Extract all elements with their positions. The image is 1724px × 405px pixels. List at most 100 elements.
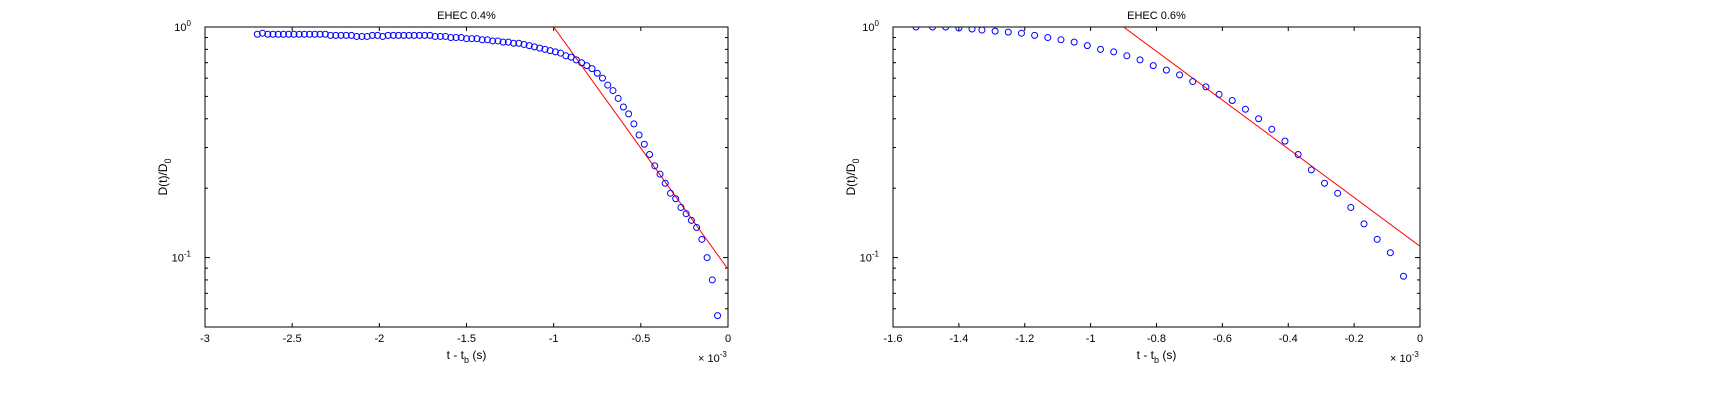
plot-frame (204, 26, 729, 328)
data-point (259, 29, 267, 37)
data-point (347, 31, 355, 39)
data-point (1360, 220, 1368, 228)
data-point (1110, 48, 1118, 56)
data-point (463, 35, 470, 43)
data-point (703, 254, 711, 262)
x-axis-multiplier: × 10-3 (1390, 350, 1419, 365)
data-point (447, 34, 455, 42)
data-point (489, 37, 497, 45)
data-point (327, 31, 335, 39)
data-point (300, 30, 308, 38)
data-point (578, 59, 586, 67)
x-tick-label: -0.2 (1345, 333, 1364, 345)
data-point (646, 150, 654, 158)
data-point (316, 30, 324, 38)
data-point (1070, 38, 1078, 46)
data-point (651, 162, 659, 170)
data-point (978, 27, 986, 34)
data-point (1017, 29, 1025, 37)
data-point (546, 47, 554, 55)
data-point (1400, 272, 1408, 280)
x-tick-label: -1 (1086, 333, 1096, 345)
x-tick-label: -1.5 (457, 333, 476, 345)
data-point (1241, 105, 1249, 113)
data-point (1044, 34, 1052, 42)
data-point (436, 32, 444, 40)
data-point (551, 48, 559, 56)
data-point (473, 35, 481, 43)
y-axis-label: D(t)/D0 (156, 158, 173, 195)
data-point (478, 36, 486, 44)
data-point (431, 32, 439, 40)
data-point (525, 42, 533, 50)
data-point (1268, 125, 1276, 133)
data-point (274, 30, 282, 38)
data-point (541, 45, 549, 53)
plot-area (912, 27, 1420, 280)
data-point (912, 27, 920, 31)
x-tick-label: -1.4 (949, 333, 968, 345)
data-point (1334, 189, 1342, 197)
data-point (656, 170, 664, 178)
data-point (358, 32, 366, 40)
data-point (285, 30, 293, 38)
data-point (572, 56, 580, 64)
data-point (619, 103, 627, 111)
x-axis-label: t - tb (s) (447, 348, 487, 365)
data-point (363, 32, 371, 40)
chart-panel-2: -1.6 -1.4 -1.2 -1 -0.8 -0.6 -0.4 -0.2 0 100 10-1 EH… (844, 10, 1423, 365)
data-point (1320, 179, 1328, 187)
y-axis-label: D(t)/D0 (844, 158, 861, 195)
data-point (499, 38, 507, 46)
data-point (562, 52, 570, 60)
chart-panel-1: -3 -2.5 -2 -1.5 -1 -0.5 0 100 10-1 EHEC 0.4% t - t… (156, 10, 731, 365)
data-point (698, 235, 706, 243)
chart-title: EHEC 0.4% (437, 10, 496, 22)
x-axis-multiplier: × 10-3 (698, 350, 727, 365)
data-point (677, 203, 685, 211)
data-point (421, 31, 429, 39)
data-point (1307, 166, 1315, 174)
fit-line (553, 27, 728, 270)
x-tick-label: -1.6 (884, 333, 903, 345)
data-point (1294, 150, 1302, 158)
x-tick-label: -1.2 (1015, 333, 1034, 345)
data-point (510, 39, 518, 47)
x-tick-label: -0.5 (631, 333, 650, 345)
data-point (604, 81, 612, 89)
data-point (588, 65, 596, 73)
y-tick-label: 100 (174, 19, 191, 34)
x-tick-label: 0 (725, 333, 731, 345)
data-point (321, 30, 329, 38)
data-point (1347, 203, 1355, 211)
data-point (1373, 235, 1381, 243)
data-point (1228, 97, 1236, 105)
data-point (504, 38, 512, 46)
data-point (1215, 90, 1223, 98)
data-point (1097, 45, 1105, 53)
data-point (687, 216, 695, 224)
data-point (452, 34, 460, 42)
data-point (400, 31, 408, 39)
data-point (708, 276, 716, 284)
data-point (567, 53, 575, 61)
data-point (598, 74, 606, 82)
y-tick-label: 100 (862, 19, 879, 34)
data-point (442, 32, 450, 40)
data-point (609, 87, 617, 95)
x-tick-label: -2 (374, 333, 384, 345)
x-tick-label: -3 (200, 333, 210, 345)
x-tick-label: -1 (549, 333, 559, 345)
data-point (306, 30, 314, 38)
data-point (991, 27, 999, 35)
data-point (389, 31, 397, 39)
data-point (635, 131, 643, 139)
y-tick-label: 10-1 (860, 250, 880, 265)
x-axis-label: t - tb (s) (1137, 348, 1177, 365)
data-point (661, 179, 669, 187)
data-point (1281, 137, 1289, 145)
plot-area (253, 27, 728, 320)
data-point (1123, 52, 1131, 60)
x-tick-label: 0 (1417, 333, 1423, 345)
